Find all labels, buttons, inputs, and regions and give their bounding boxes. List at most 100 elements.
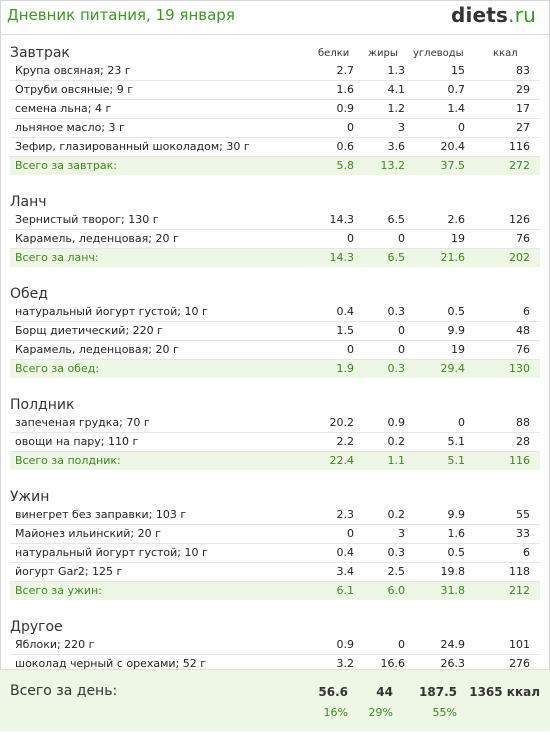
food-name: Зернистый творог; 130 г [15,213,159,226]
food-protein: 0.6 [336,140,355,153]
food-row[interactable]: Зефир, глазированный шоколадом; 30 г 0.6 3… [10,138,540,157]
meal-section: Ужин винегрет без заправки; 103 г 2.3 0.2 9.… [0,482,550,612]
section-total-row: Всего за обед: 1.9 0.3 29.4 130 [10,360,540,378]
food-row[interactable]: Яблоки; 220 г 0.9 0 24.9 101 [10,636,540,655]
food-fat: 1.2 [387,102,406,115]
section-title: Обед [10,286,48,302]
food-carbs: 19.8 [440,565,466,578]
food-protein: 0.4 [336,546,355,559]
food-row[interactable]: натуральный йогурт густой; 10 г 0.4 0.3 0.5… [10,544,540,563]
food-row[interactable]: натуральный йогурт густой; 10 г 0.4 0.3 0.5… [10,303,540,322]
section-title: Ланч [10,194,47,210]
food-protein: 2.7 [336,64,355,77]
food-protein: 0 [347,121,354,134]
section-spacer [0,378,550,390]
food-fat: 0 [398,232,405,245]
food-row[interactable]: шоколад черный с орехами; 52 г 3.2 16.6 26.… [10,655,540,674]
section-total-label: Всего за завтрак: [15,159,118,172]
food-kcal: 101 [509,638,530,651]
food-kcal: 118 [509,565,530,578]
section-total-kcal: 202 [509,251,530,264]
food-row[interactable]: льняное масло; 3 г 0 3 0 27 [10,119,540,138]
food-kcal: 48 [516,324,530,337]
section-total-carbs: 21.6 [440,251,466,264]
section-total-kcal: 272 [509,159,530,172]
food-protein: 0 [347,232,354,245]
food-fat: 0 [398,343,405,356]
food-fat: 0 [398,324,405,337]
food-kcal: 17 [516,102,530,115]
food-fat: 2.5 [387,565,406,578]
food-row[interactable]: винегрет без заправки; 103 г 2.3 0.2 9.9 55 [10,506,540,525]
section-header: Ланч [0,187,550,211]
meal-section: Обед натуральный йогурт густой; 10 г 0.4 0.… [0,279,550,390]
header-divider [0,34,550,35]
food-name: Борщ диетический; 220 г [15,324,163,337]
section-spacer [0,267,550,279]
food-name: овощи на пару; 110 г [15,435,139,448]
food-protein: 0.4 [336,305,355,318]
food-kcal: 55 [516,508,530,521]
food-carbs: 0.5 [447,305,466,318]
food-row[interactable]: Отруби овсяные; 9 г 1.6 4.1 0.7 29 [10,81,540,100]
food-row[interactable]: семена льна; 4 г 0.9 1.2 1.4 17 [10,100,540,119]
food-row[interactable]: йогурт Gar2; 125 г 3.4 2.5 19.8 118 [10,563,540,582]
day-total-label: Всего за день: [10,683,118,699]
meal-section: Завтрак белки жиры углеводы ккал Крупа овсяна… [0,38,550,187]
section-total-fat: 6.0 [387,584,406,597]
section-total-label: Всего за ланч: [15,251,99,264]
food-fat: 3.6 [387,140,406,153]
day-total-panel: Всего за день: 56.6 44 187.5 1365 ккал 1… [0,669,550,731]
food-row[interactable]: запеченая грудка; 70 г 20.2 0.9 0 88 [10,414,540,433]
section-spacer [0,470,550,482]
day-total-protein: 56.6 [318,685,348,699]
section-spacer [0,730,550,742]
food-fat: 0.3 [387,546,406,559]
section-spacer [0,600,550,612]
food-kcal: 116 [509,140,530,153]
food-row[interactable]: Борщ диетический; 220 г 1.5 0 9.9 48 [10,322,540,341]
section-total-label: Всего за обед: [15,362,100,375]
food-row[interactable]: Крупа овсяная; 23 г 2.7 1.3 15 83 [10,62,540,81]
food-row[interactable]: Зернистый творог; 130 г 14.3 6.5 2.6 126 [10,211,540,230]
logo-tld: .ru [508,3,536,27]
section-total-protein: 5.8 [336,159,355,172]
section-total-label: Всего за полдник: [15,454,121,467]
food-name: йогурт Gar2; 125 г [15,565,123,578]
section-title: Завтрак [10,45,70,61]
food-row[interactable]: Майонез ильинский; 20 г 0 3 1.6 33 [10,525,540,544]
section-total-fat: 6.5 [387,251,406,264]
food-fat: 0.2 [387,508,406,521]
food-carbs: 19 [451,232,465,245]
food-protein: 2.2 [336,435,355,448]
food-carbs: 5.1 [447,435,466,448]
page-header: Дневник питания, 19 января diets.ru [0,0,550,34]
food-name: Карамель, леденцовая; 20 г [15,343,179,356]
section-header: Другое [0,612,550,636]
food-carbs: 0.5 [447,546,466,559]
food-row[interactable]: Карамель, леденцовая; 20 г 0 0 19 76 [10,341,540,360]
food-name: льняное масло; 3 г [15,121,125,134]
page-title: Дневник питания, 19 января [7,6,235,24]
site-logo[interactable]: diets.ru [451,3,536,27]
logo-main: diets [450,3,509,27]
section-total-protein: 22.4 [329,454,355,467]
food-fat: 6.5 [387,213,406,226]
food-protein: 0 [347,527,354,540]
food-carbs: 1.4 [447,102,466,115]
food-carbs: 0.7 [447,83,466,96]
food-row[interactable]: Карамель, леденцовая; 20 г 0 0 19 76 [10,230,540,249]
food-fat: 0 [398,638,405,651]
food-name: Отруби овсяные; 9 г [15,83,133,96]
section-total-fat: 1.1 [387,454,406,467]
food-row[interactable]: овощи на пару; 110 г 2.2 0.2 5.1 28 [10,433,540,452]
section-total-protein: 6.1 [336,584,355,597]
food-kcal: 6 [523,546,530,559]
section-title: Полдник [10,397,75,413]
food-carbs: 0 [458,121,465,134]
section-title: Другое [10,619,63,635]
food-name: Майонез ильинский; 20 г [15,527,161,540]
food-protein: 1.5 [336,324,355,337]
food-protein: 20.2 [329,416,355,429]
food-fat: 0.3 [387,305,406,318]
